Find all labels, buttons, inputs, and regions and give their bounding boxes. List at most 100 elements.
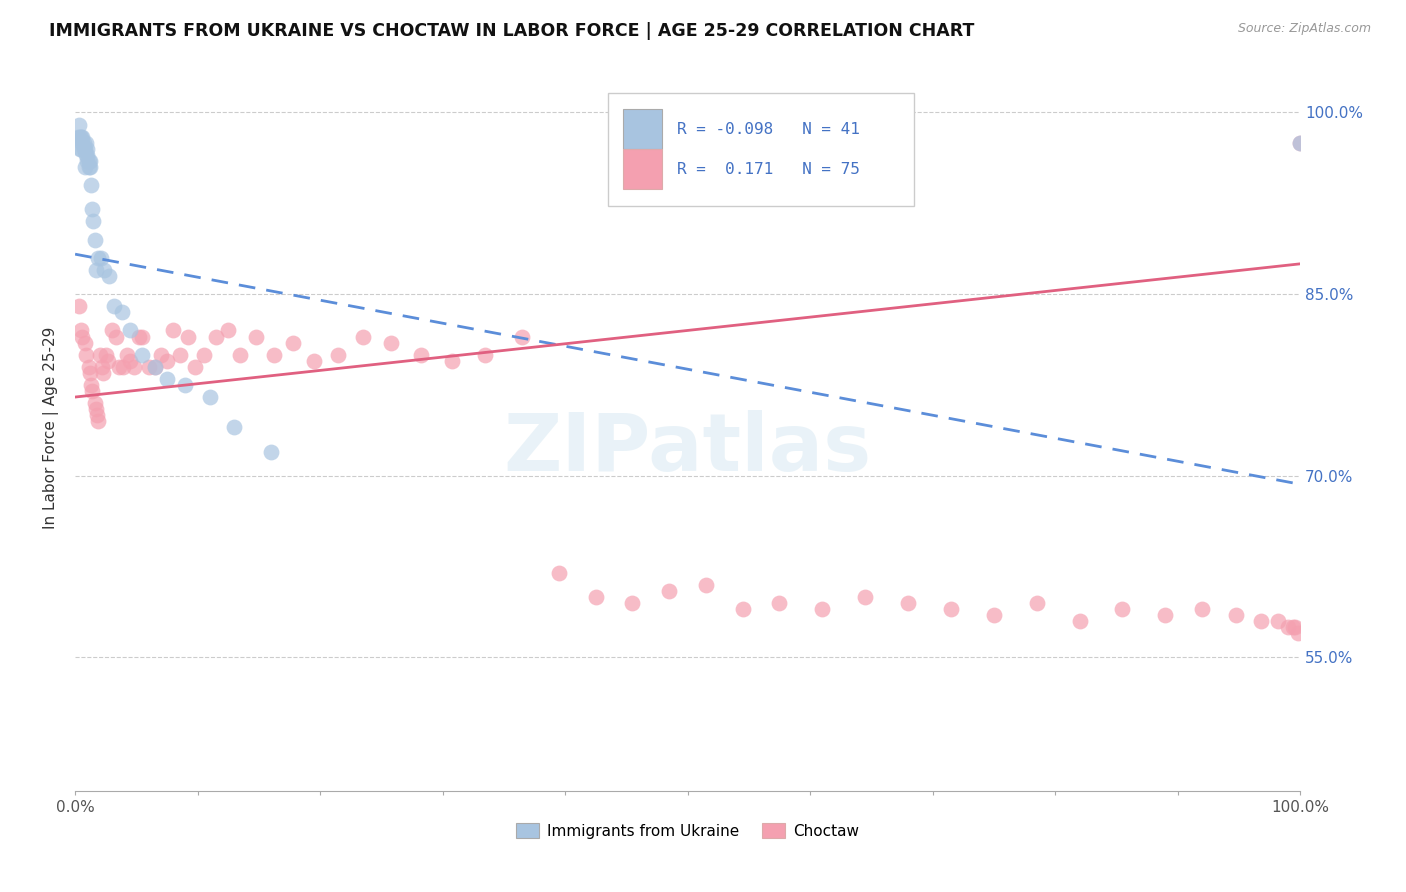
Point [198, 390, 221, 404]
Text: R =  0.171   N = 75: R = 0.171 N = 75 [676, 162, 859, 177]
Point [1277, 620, 1299, 634]
Text: Source: ZipAtlas.com: Source: ZipAtlas.com [1237, 22, 1371, 36]
Point [70, 323, 93, 337]
Text: R = -0.098   N = 41: R = -0.098 N = 41 [676, 122, 859, 137]
Point [131, 329, 153, 343]
Point [111, 359, 134, 374]
Point [91, 366, 114, 380]
Point [352, 329, 374, 343]
Point [1069, 614, 1091, 628]
Point [76, 153, 98, 168]
Point [131, 348, 153, 362]
Point [1267, 614, 1289, 628]
Point [69, 142, 91, 156]
Point [1111, 602, 1133, 616]
Point [70, 129, 93, 144]
Point [104, 329, 127, 343]
Point [75, 136, 97, 150]
Point [177, 329, 200, 343]
Point [224, 420, 246, 434]
Point [162, 323, 184, 337]
Point [328, 348, 350, 362]
Point [441, 353, 464, 368]
Point [80, 178, 103, 193]
Point [658, 583, 681, 598]
Point [77, 359, 100, 374]
Point [84, 402, 107, 417]
Point [76, 148, 98, 162]
Point [380, 335, 402, 350]
Point [1025, 596, 1047, 610]
Point [75, 348, 97, 362]
Point [585, 590, 607, 604]
Point [77, 160, 100, 174]
Point [67, 299, 90, 313]
Point [77, 153, 100, 168]
Point [93, 263, 115, 277]
Point [263, 348, 285, 362]
Point [73, 142, 96, 156]
Point [156, 353, 179, 368]
Point [128, 329, 150, 343]
Point [72, 329, 94, 343]
Point [91, 359, 114, 374]
Legend: Immigrants from Ukraine, Choctaw: Immigrants from Ukraine, Choctaw [510, 816, 865, 845]
Point [939, 602, 962, 616]
Point [79, 366, 101, 380]
Point [108, 359, 131, 374]
Y-axis label: In Labor Force | Age 25-29: In Labor Force | Age 25-29 [44, 326, 59, 528]
Point [229, 348, 252, 362]
Point [768, 596, 790, 610]
Point [731, 602, 754, 616]
Point [193, 348, 215, 362]
Point [94, 348, 117, 362]
Point [1289, 136, 1312, 150]
Point [853, 590, 876, 604]
Point [80, 378, 103, 392]
Point [245, 329, 267, 343]
Point [103, 299, 125, 313]
Point [695, 578, 717, 592]
Point [73, 160, 96, 174]
Point [156, 372, 179, 386]
Point [86, 408, 108, 422]
Point [69, 129, 91, 144]
Point [83, 396, 105, 410]
Point [82, 214, 104, 228]
Point [73, 335, 96, 350]
Text: ZIPatlas: ZIPatlas [503, 410, 872, 488]
Point [82, 202, 104, 217]
Point [983, 607, 1005, 622]
Point [510, 329, 533, 343]
FancyBboxPatch shape [623, 110, 662, 150]
Point [1289, 136, 1312, 150]
Point [70, 142, 93, 156]
Point [1286, 626, 1309, 640]
Point [1284, 620, 1306, 634]
Point [474, 348, 496, 362]
Point [1250, 614, 1272, 628]
Point [79, 160, 101, 174]
Point [302, 353, 325, 368]
Point [205, 329, 228, 343]
Point [897, 596, 920, 610]
Text: IMMIGRANTS FROM UKRAINE VS CHOCTAW IN LABOR FORCE | AGE 25-29 CORRELATION CHART: IMMIGRANTS FROM UKRAINE VS CHOCTAW IN LA… [49, 22, 974, 40]
Point [73, 136, 96, 150]
Point [548, 566, 571, 580]
FancyBboxPatch shape [607, 93, 914, 206]
Point [75, 148, 97, 162]
Point [184, 359, 207, 374]
Point [149, 348, 172, 362]
Point [97, 353, 120, 368]
Point [120, 353, 142, 368]
Point [84, 263, 107, 277]
Point [89, 348, 111, 362]
Point [72, 136, 94, 150]
Point [1225, 607, 1247, 622]
Point [73, 142, 96, 156]
Point [169, 348, 191, 362]
Point [122, 359, 145, 374]
Point [87, 414, 110, 428]
FancyBboxPatch shape [623, 150, 662, 189]
Point [281, 335, 304, 350]
